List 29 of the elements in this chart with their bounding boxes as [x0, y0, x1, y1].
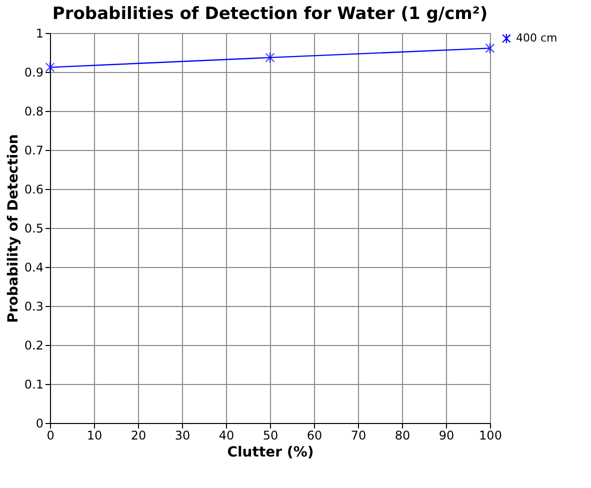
y-tick-label: 0.7 — [24, 144, 44, 158]
y-tick-label: 0.9 — [24, 66, 44, 80]
point — [485, 42, 495, 54]
y-tick-label: 0.4 — [24, 260, 44, 274]
point — [265, 52, 275, 64]
y-tick-label: 0.3 — [24, 300, 44, 314]
y-tick-label: 1 — [36, 26, 44, 40]
x-tick-label: 90 — [438, 428, 454, 442]
x-tick-label: 20 — [130, 428, 146, 442]
y-tick-label: 0.5 — [24, 222, 44, 236]
x-tick-label: 30 — [174, 428, 190, 442]
x-tick-label: 100 — [479, 428, 502, 442]
x-tick-label: 80 — [394, 428, 410, 442]
x-tick-label: 10 — [86, 428, 102, 442]
y-tick-label: 0.6 — [24, 182, 44, 196]
y-tick-label: 0 — [36, 416, 44, 430]
y-tick-label: 0.8 — [24, 104, 44, 118]
x-tick-label: 0 — [46, 428, 54, 442]
point — [45, 62, 55, 73]
x-axis-title: Clutter (%) — [227, 444, 314, 460]
y-tick-label: 0.2 — [24, 338, 44, 352]
x-tick-label: 50 — [262, 428, 278, 442]
x-tick-label: 70 — [350, 428, 366, 442]
chart-title: Probabilities of Detection for Water (1 g/cm²) — [52, 4, 488, 24]
legend-label: 400 cm — [516, 32, 558, 44]
y-axis-title: Probability of Detection — [5, 134, 22, 323]
x-tick-label: 40 — [218, 428, 234, 442]
y-tick-label: 0.1 — [24, 378, 44, 392]
x-tick-label: 60 — [306, 428, 322, 442]
